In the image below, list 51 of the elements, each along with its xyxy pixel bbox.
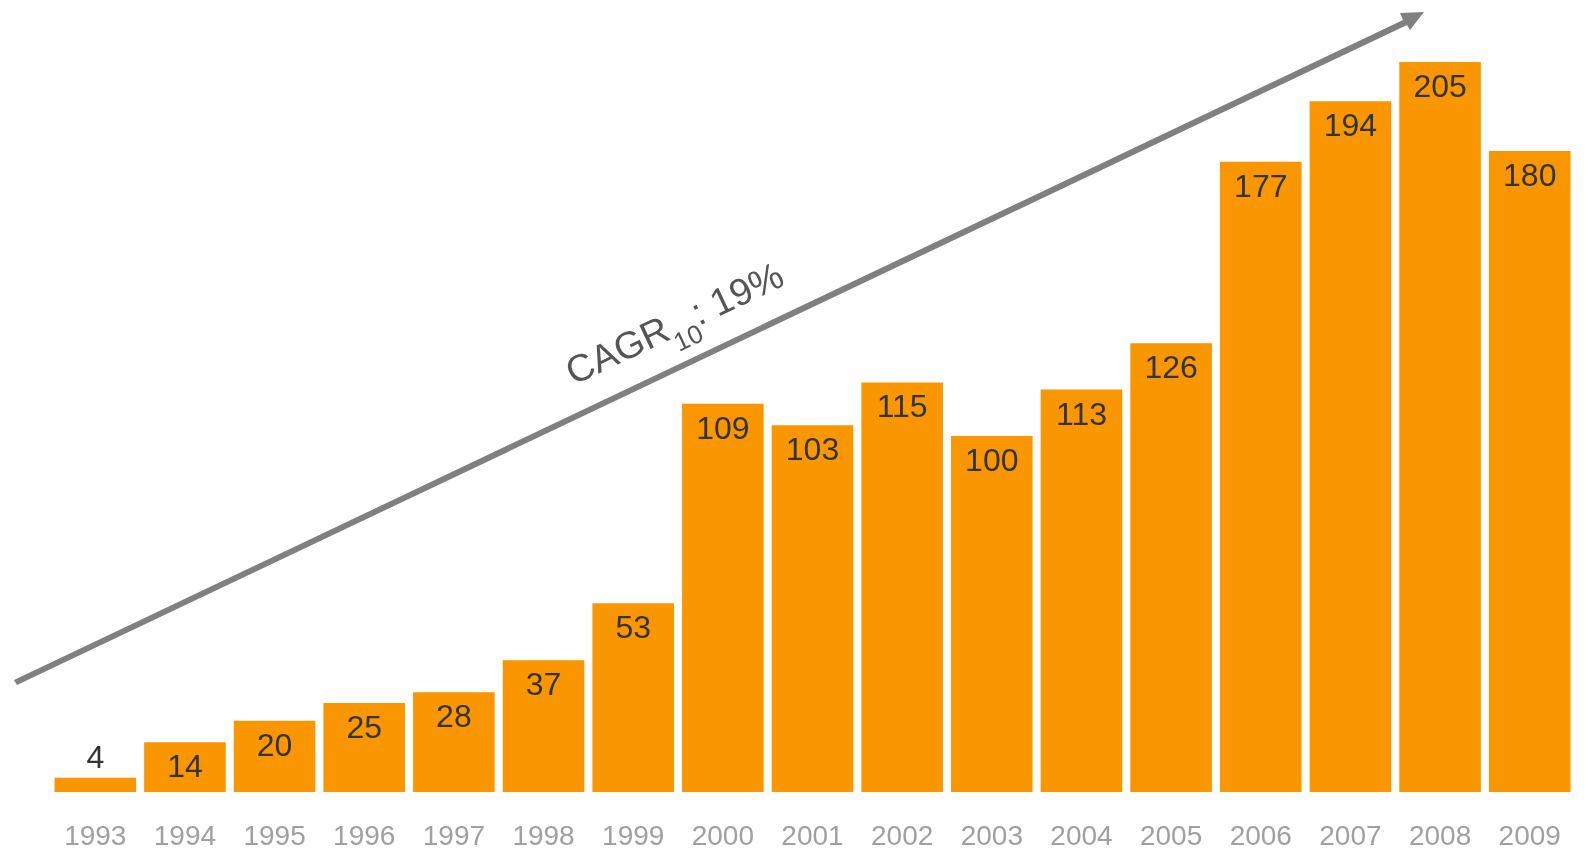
data-label: 100 <box>965 441 1019 478</box>
data-label: 180 <box>1503 157 1557 194</box>
data-label: 14 <box>167 748 203 785</box>
x-tick-label: 1997 <box>422 819 486 851</box>
data-label: 37 <box>525 666 562 703</box>
x-tick-label: 1998 <box>512 819 575 851</box>
bar <box>144 742 226 792</box>
x-tick-label: 2000 <box>691 819 754 851</box>
data-label: 109 <box>696 409 750 446</box>
x-tick-label: 2002 <box>871 819 934 851</box>
data-label: 20 <box>256 726 293 763</box>
x-tick-label: 1993 <box>64 819 127 851</box>
data-label: 205 <box>1413 68 1467 104</box>
bar <box>1130 343 1212 792</box>
bar <box>502 660 585 792</box>
bar <box>861 382 943 792</box>
x-tick-label: 2001 <box>781 819 844 851</box>
x-tick-label: 2008 <box>1408 819 1472 851</box>
data-label: 113 <box>1055 395 1107 432</box>
bar <box>592 603 674 792</box>
data-label: 194 <box>1323 107 1378 144</box>
x-tick-label: 1996 <box>333 819 396 851</box>
bar <box>1309 101 1392 792</box>
data-label: 25 <box>346 708 383 745</box>
bar <box>951 435 1033 792</box>
bar <box>682 403 764 792</box>
bar <box>771 425 854 792</box>
data-label: 53 <box>615 609 651 646</box>
x-tick-label: 2004 <box>1050 819 1113 851</box>
data-label: 115 <box>876 388 928 425</box>
bar <box>1399 62 1481 792</box>
data-label: 177 <box>1234 167 1288 204</box>
x-tick-label: 2005 <box>1139 819 1203 851</box>
x-tick-label: 2003 <box>960 819 1023 851</box>
bar <box>233 720 316 792</box>
bar <box>413 692 495 792</box>
x-tick-label: 1999 <box>602 819 665 851</box>
bar <box>323 702 406 792</box>
data-label: 126 <box>1144 349 1198 386</box>
bar <box>1219 161 1302 792</box>
bar <box>54 777 137 792</box>
x-tick-label: 2009 <box>1498 819 1561 851</box>
x-tick-label: 2007 <box>1319 819 1382 851</box>
bar <box>1488 151 1571 792</box>
x-tick-label: 2006 <box>1229 819 1292 851</box>
x-tick-label: 1995 <box>243 819 306 851</box>
data-label: 4 <box>86 738 105 775</box>
bar <box>1040 389 1123 792</box>
data-label: 103 <box>785 431 840 468</box>
data-label: 28 <box>436 698 472 735</box>
x-tick-label: 1994 <box>153 819 217 851</box>
